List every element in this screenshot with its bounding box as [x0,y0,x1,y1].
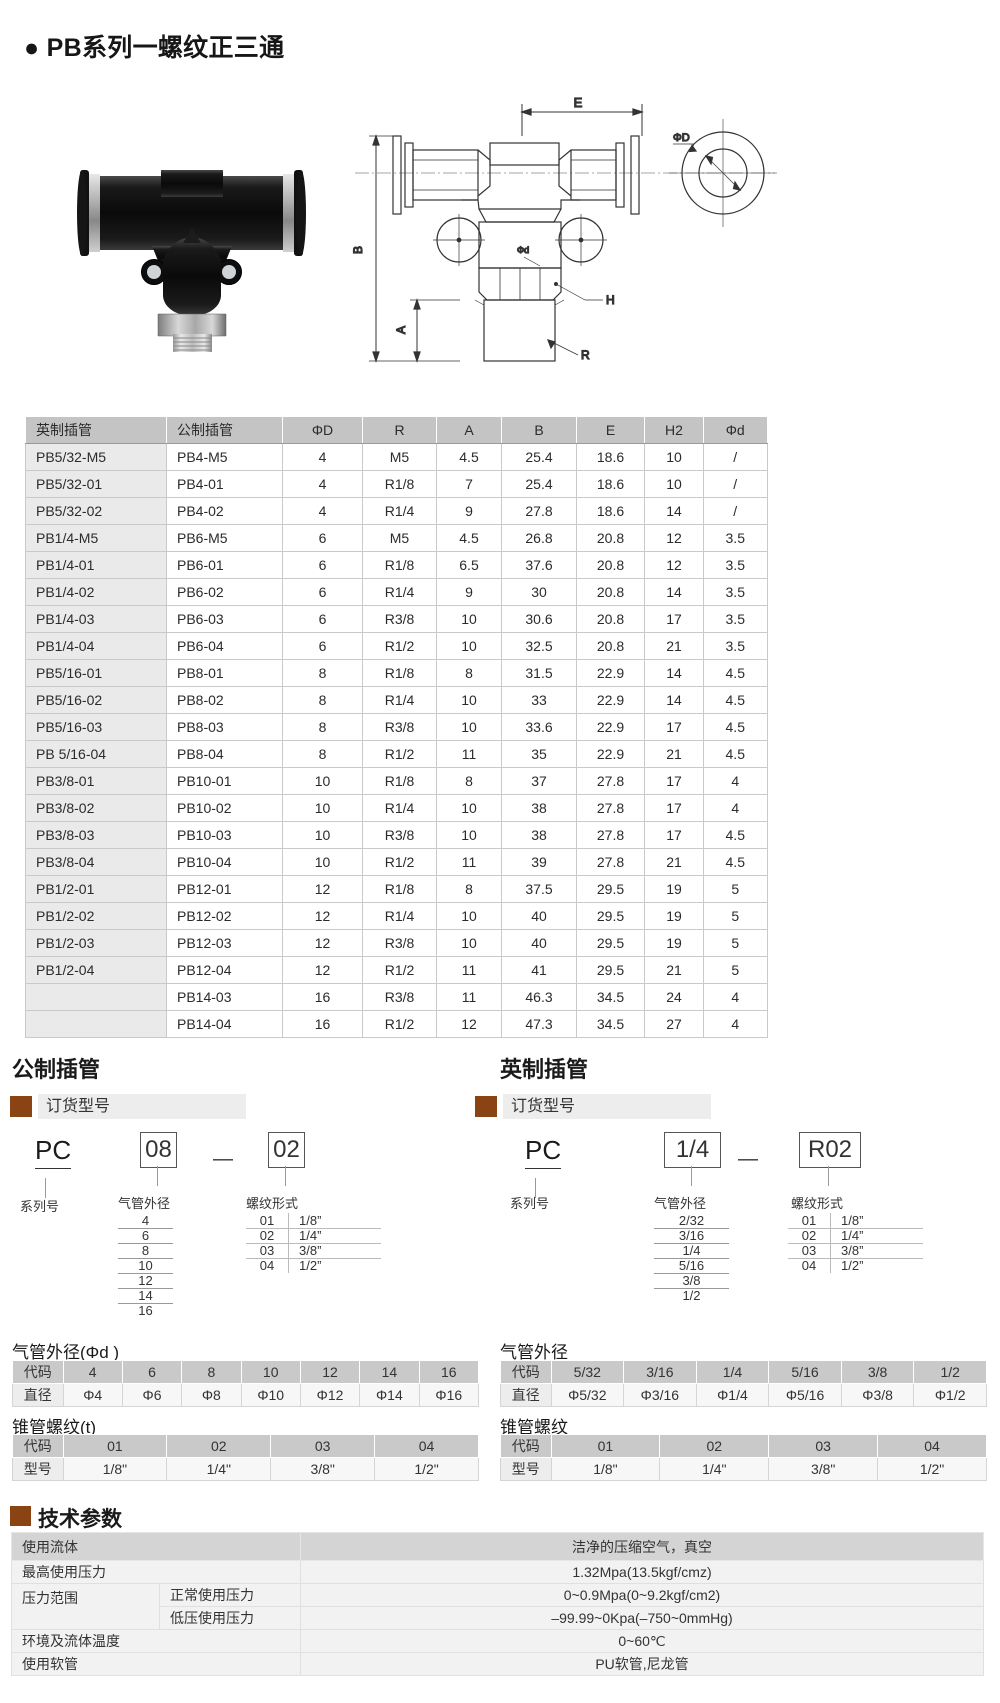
svg-text:Φd: Φd [517,245,529,255]
svg-text:E: E [574,95,583,110]
svg-text:R: R [581,348,590,362]
svg-text:ΦD: ΦD [673,132,690,144]
svg-text:B: B [351,246,365,254]
svg-text:H: H [606,293,615,307]
svg-text:A: A [394,326,408,334]
